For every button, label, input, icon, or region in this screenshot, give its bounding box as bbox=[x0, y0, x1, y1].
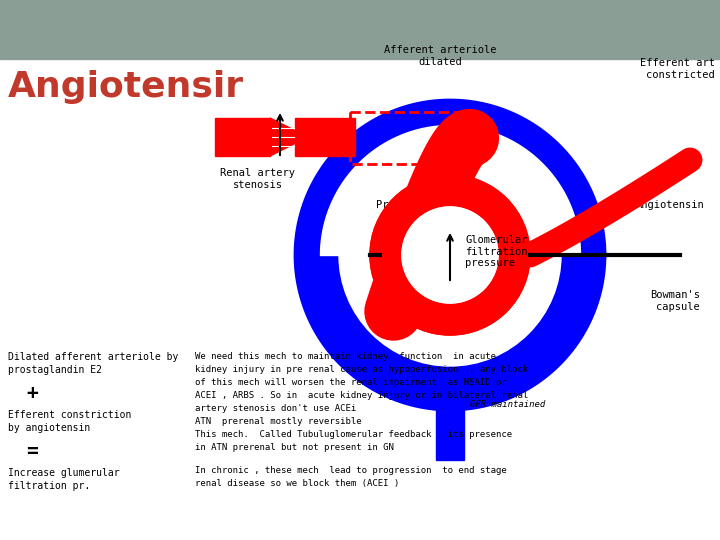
Text: Prostaglandins: Prostaglandins bbox=[377, 200, 464, 210]
Circle shape bbox=[402, 207, 498, 303]
Text: Dilated afferent arteriole by: Dilated afferent arteriole by bbox=[8, 352, 179, 362]
Circle shape bbox=[370, 175, 530, 335]
Text: GFR maintained: GFR maintained bbox=[470, 400, 545, 409]
Circle shape bbox=[355, 160, 545, 350]
Text: Increase glumerular: Increase glumerular bbox=[8, 468, 120, 478]
Text: We need this mech to maintain kidney  function  in acute: We need this mech to maintain kidney fun… bbox=[195, 352, 496, 361]
Polygon shape bbox=[270, 118, 296, 156]
Text: prostaglandin E2: prostaglandin E2 bbox=[8, 365, 102, 375]
Text: artery stenosis don't use ACEi: artery stenosis don't use ACEi bbox=[195, 404, 356, 413]
Text: Angiotensin: Angiotensin bbox=[636, 200, 704, 210]
Bar bbox=[350, 118, 355, 156]
Text: Efferent art
constricted: Efferent art constricted bbox=[640, 58, 715, 79]
Text: Angiotensir: Angiotensir bbox=[8, 70, 244, 104]
Text: by angiotensin: by angiotensin bbox=[8, 423, 90, 433]
Circle shape bbox=[370, 175, 530, 335]
Text: +: + bbox=[26, 384, 37, 403]
Text: Efferent constriction: Efferent constriction bbox=[8, 410, 131, 420]
Text: This mech.  Called Tubuluglomerular feedback , its presence: This mech. Called Tubuluglomerular feedb… bbox=[195, 430, 512, 439]
Text: ACEI , ARBS . So in  acute kidney injury or in bilateral renal: ACEI , ARBS . So in acute kidney injury … bbox=[195, 391, 528, 400]
Bar bbox=[215, 118, 270, 156]
Text: Renal artery
stenosis: Renal artery stenosis bbox=[220, 168, 295, 190]
Circle shape bbox=[339, 144, 561, 366]
Bar bbox=[436, 380, 464, 460]
Text: renal disease so we block them (ACEI ): renal disease so we block them (ACEI ) bbox=[195, 479, 400, 488]
Text: In chronic , these mech  lead to progression  to end stage: In chronic , these mech lead to progress… bbox=[195, 466, 507, 475]
Bar bbox=[295, 118, 350, 156]
Text: Glomerular
filtration
pressure: Glomerular filtration pressure bbox=[465, 235, 528, 268]
Text: Afferent arteriole
dilated: Afferent arteriole dilated bbox=[384, 45, 496, 66]
Text: kidney injury in pre renal cause as hypoperfusion  , any block: kidney injury in pre renal cause as hypo… bbox=[195, 365, 528, 374]
Circle shape bbox=[320, 125, 580, 385]
Text: Bowman's
capsule: Bowman's capsule bbox=[650, 290, 700, 312]
Circle shape bbox=[402, 207, 498, 303]
Text: filtration pr.: filtration pr. bbox=[8, 481, 90, 491]
Text: in ATN prerenal but not present in GN: in ATN prerenal but not present in GN bbox=[195, 443, 394, 452]
Text: of this mech will worsen the renal impairment  as NSAID or: of this mech will worsen the renal impai… bbox=[195, 378, 507, 387]
Text: ATN  prerenal mostly reversible: ATN prerenal mostly reversible bbox=[195, 417, 361, 426]
Bar bbox=[350, 112, 470, 164]
Text: =: = bbox=[26, 442, 37, 461]
